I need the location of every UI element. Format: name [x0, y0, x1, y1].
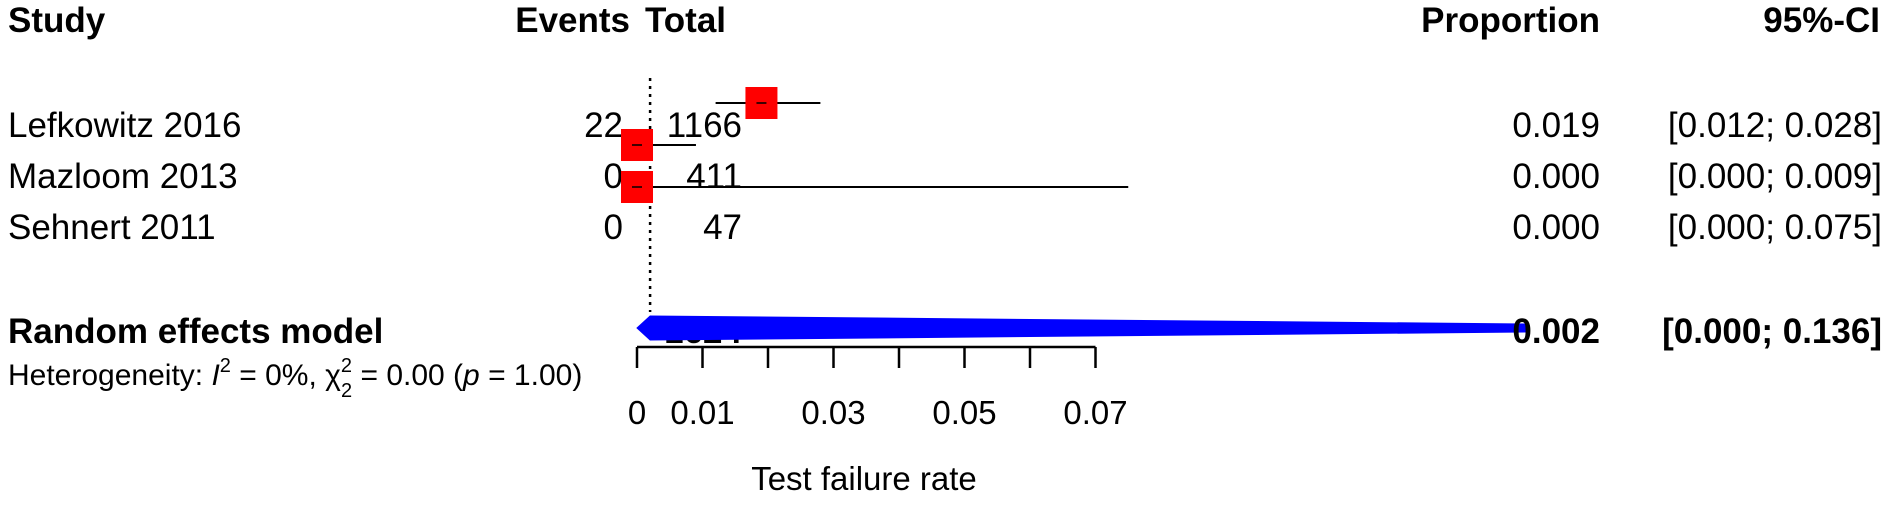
header-ci: 95%-CI: [1763, 1, 1880, 40]
study-events: 22: [584, 106, 623, 145]
pooled-diamond: [636, 315, 1529, 341]
study-row-1: Lefkowitz 2016 22 1166 0.019 [0.012; 0.0…: [8, 106, 1882, 145]
x-tick-label-4: 0.05: [932, 394, 996, 431]
study-name: Sehnert 2011: [8, 208, 216, 247]
study-boxes-group: [621, 87, 778, 203]
study-proportion: 0.000: [1512, 208, 1600, 247]
study-total: 411: [686, 157, 742, 196]
study-row-2: Mazloom 2013 0 411 0.000 [0.000; 0.009]: [8, 157, 1882, 196]
x-tick-label-3: 0.03: [801, 394, 865, 431]
pooled-diamond-group: [636, 315, 1529, 341]
study-ci: [0.000; 0.075]: [1668, 208, 1882, 247]
study-ci: [0.000; 0.009]: [1668, 157, 1882, 196]
header-total: Total: [645, 1, 726, 40]
x-tick-label-1: 0: [628, 394, 646, 431]
x-axis: 0 0.01 0.03 0.05 0.07: [628, 345, 1128, 431]
pooled-label: Random effects model: [8, 312, 383, 351]
study-proportion: 0.019: [1512, 106, 1600, 145]
pooled-proportion: 0.002: [1512, 312, 1600, 351]
study-total: 1166: [667, 106, 742, 145]
header-events: Events: [515, 1, 630, 40]
header-study: Study: [8, 1, 106, 40]
study-name: Lefkowitz 2016: [8, 106, 241, 145]
pooled-ci: [0.000; 0.136]: [1662, 312, 1882, 351]
x-axis-label: Test failure rate: [751, 460, 977, 497]
header-proportion: Proportion: [1421, 1, 1600, 40]
study-name: Mazloom 2013: [8, 157, 238, 196]
x-tick-label-5: 0.07: [1063, 394, 1127, 431]
study-events: 0: [604, 208, 623, 247]
study-total: 47: [703, 208, 742, 247]
study-events: 0: [604, 157, 623, 196]
pooled-row: Random effects model 1624: [8, 312, 743, 351]
x-tick-label-2: 0.01: [670, 394, 734, 431]
study-ci: [0.012; 0.028]: [1668, 106, 1882, 145]
study-proportion: 0.000: [1512, 157, 1600, 196]
heterogeneity-text: Heterogeneity: I2 = 0%, χ2 2 = 0.00 (p = …: [8, 355, 582, 402]
study-row-3: Sehnert 2011 0 47 0.000 [0.000; 0.075]: [8, 208, 1882, 247]
